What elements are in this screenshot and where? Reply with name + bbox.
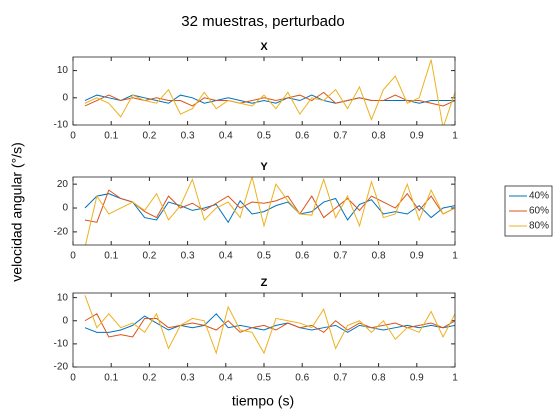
x-tick-label: 0.4 — [219, 131, 233, 142]
x-axis-label: tiempo (s) — [232, 393, 294, 409]
x-tick-label: 0.6 — [295, 373, 309, 384]
x-tick-label: 0.7 — [333, 373, 347, 384]
plot-area — [84, 177, 455, 245]
x-tick-label: 0 — [70, 251, 76, 262]
legend-label: 80% — [529, 221, 549, 232]
y-tick-label: -10 — [54, 120, 69, 131]
y-axis-label: velocidad angular (°/s) — [9, 142, 25, 281]
x-tick-label: 0.5 — [257, 131, 271, 142]
figure-title: 32 muestras, perturbado — [181, 13, 344, 30]
x-tick-label: 0.3 — [181, 131, 195, 142]
series-line — [84, 295, 455, 355]
series-line — [84, 91, 455, 107]
x-tick-label: 0.1 — [104, 373, 118, 384]
x-tick-label: 0 — [70, 373, 76, 384]
x-tick-label: 0.2 — [142, 251, 156, 262]
axes-bg — [73, 177, 455, 245]
x-tick-label: 0.8 — [372, 251, 386, 262]
y-tick-label: -20 — [54, 362, 69, 373]
axes-box — [72, 176, 456, 246]
legend-label: 40% — [529, 191, 549, 202]
x-tick-label: 0.9 — [410, 373, 424, 384]
y-tick-label: 0 — [62, 92, 68, 103]
x-tick-label: 0.5 — [257, 251, 271, 262]
series-line — [84, 59, 455, 125]
series-line — [84, 313, 455, 338]
x-tick-label: 0.8 — [372, 131, 386, 142]
x-tick-label: 0.6 — [295, 251, 309, 262]
x-tick-label: 0.1 — [104, 251, 118, 262]
y-tick-label: 10 — [57, 65, 69, 76]
plot-area — [84, 295, 455, 355]
series-line — [84, 193, 455, 224]
series-line — [84, 189, 455, 223]
plot-area — [84, 59, 455, 125]
y-tick-label: 0 — [62, 315, 68, 326]
x-tick-label: 0.2 — [142, 131, 156, 142]
x-tick-label: 0.3 — [181, 251, 195, 262]
x-tick-label: 0.4 — [219, 373, 233, 384]
subplot-title: X — [260, 41, 268, 53]
x-tick-label: 0.3 — [181, 373, 195, 384]
x-tick-label: 0.4 — [219, 251, 233, 262]
x-tick-label: 0.7 — [333, 251, 347, 262]
y-tick-label: 0 — [62, 203, 68, 214]
axes-box — [72, 292, 456, 368]
x-tick-label: 1 — [452, 131, 458, 142]
x-tick-label: 0.9 — [410, 251, 424, 262]
y-tick-label: 10 — [57, 292, 69, 303]
x-tick-label: 0.5 — [257, 373, 271, 384]
x-tick-label: 0.1 — [104, 131, 118, 142]
x-tick-label: 1 — [452, 251, 458, 262]
legend-label: 60% — [529, 206, 549, 217]
subplot-title: Y — [260, 161, 268, 173]
axes-bg — [73, 57, 455, 125]
x-tick-label: 0.6 — [295, 131, 309, 142]
axes-box — [72, 56, 456, 126]
x-tick-label: 0.7 — [333, 131, 347, 142]
x-tick-label: 0.2 — [142, 373, 156, 384]
y-tick-label: -20 — [54, 227, 69, 238]
series-line — [84, 177, 455, 245]
subplot-title: Z — [261, 277, 268, 289]
x-tick-label: 0.8 — [372, 373, 386, 384]
x-tick-label: 0 — [70, 131, 76, 142]
x-tick-label: 1 — [452, 373, 458, 384]
y-tick-label: -10 — [54, 339, 69, 350]
x-tick-label: 0.9 — [410, 131, 424, 142]
y-tick-label: 20 — [57, 179, 69, 190]
